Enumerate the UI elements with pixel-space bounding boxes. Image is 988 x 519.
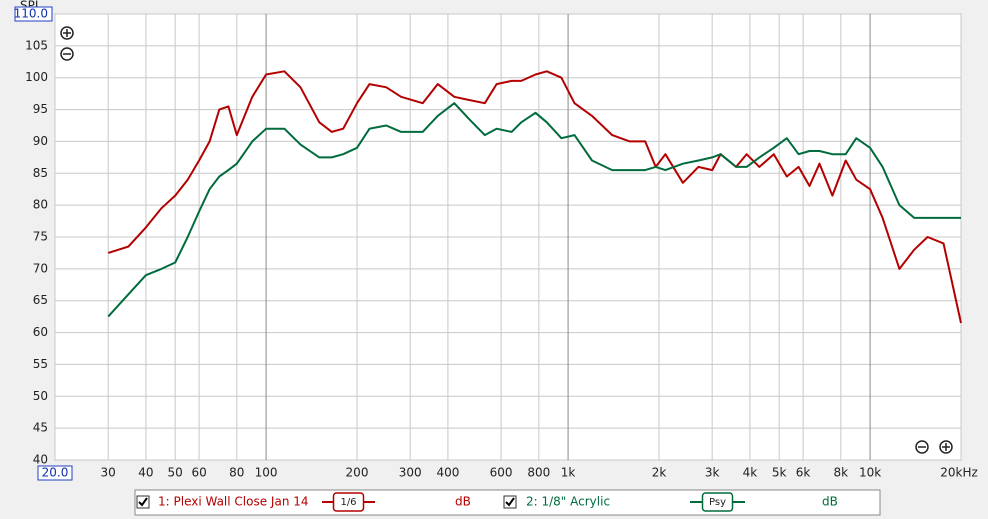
x-tick-label: 60 bbox=[191, 466, 206, 480]
x-limit-box bbox=[37, 465, 73, 481]
smoothing-box bbox=[332, 492, 365, 512]
series-checkbox[interactable] bbox=[503, 495, 517, 509]
y-tick-label: 90 bbox=[33, 134, 48, 148]
x-tick-label: 4k bbox=[743, 466, 758, 480]
y-tick-label: 110.0 bbox=[14, 7, 48, 21]
x-tick-label: 3k bbox=[705, 466, 720, 480]
x-tick-label: 800 bbox=[527, 466, 550, 480]
x-tick-label: 8k bbox=[834, 466, 849, 480]
smoothing-label: 1/6 bbox=[340, 497, 356, 508]
y-tick-label: 40 bbox=[33, 453, 48, 467]
series-checkbox[interactable] bbox=[136, 495, 150, 509]
y-tick-label: 80 bbox=[33, 198, 48, 212]
legend: 1: Plexi Wall Close Jan 14 1/6 dB 2: 1/8" A… bbox=[134, 489, 881, 516]
legend-label: 2: 1/8" Acrylic bbox=[526, 495, 610, 509]
x-tick-label: 1k bbox=[561, 466, 576, 480]
y-tick-label: 85 bbox=[33, 166, 48, 180]
y-tick-label: 70 bbox=[33, 261, 48, 275]
x-tick-label: 50 bbox=[168, 466, 183, 480]
y-tick-label: 45 bbox=[33, 421, 48, 435]
y-tick-label: 55 bbox=[33, 357, 48, 371]
x-tick-label: 20.0 bbox=[42, 466, 69, 480]
legend-unit: dB bbox=[455, 495, 471, 509]
y-tick-label: 65 bbox=[33, 293, 48, 307]
legend-unit: dB bbox=[822, 495, 838, 509]
x-tick-label: 30 bbox=[101, 466, 116, 480]
zoom-controls[interactable] bbox=[60, 26, 953, 454]
checkmark bbox=[505, 497, 515, 507]
y-tick-label: 75 bbox=[33, 230, 48, 244]
x-tick-label: 2k bbox=[652, 466, 667, 480]
smoothing-box bbox=[701, 492, 734, 512]
x-tick-label: 5k bbox=[772, 466, 787, 480]
x-tick-label: 600 bbox=[490, 466, 513, 480]
y-tick-label: 50 bbox=[33, 389, 48, 403]
series-line bbox=[107, 102, 961, 318]
checkmark bbox=[138, 497, 148, 507]
y-tick-label: 95 bbox=[33, 102, 48, 116]
x-tick-label: 80 bbox=[229, 466, 244, 480]
smoothing-label: Psy bbox=[709, 497, 726, 508]
x-tick-label: 400 bbox=[436, 466, 459, 480]
y-tick-label: 105 bbox=[25, 38, 48, 52]
x-tick-label: 100 bbox=[255, 466, 278, 480]
x-tick-label: 6k bbox=[796, 466, 811, 480]
y-limit-box bbox=[14, 6, 53, 22]
x-tick-label: 300 bbox=[399, 466, 422, 480]
y-tick-label: 60 bbox=[33, 325, 48, 339]
y-tick-label: 100 bbox=[25, 70, 48, 84]
x-tick-label: 10k bbox=[859, 466, 881, 480]
x-tick-label: 20kHz bbox=[940, 466, 978, 480]
series-line bbox=[107, 70, 962, 324]
legend-label: 1: Plexi Wall Close Jan 14 bbox=[158, 495, 309, 509]
x-tick-label: 200 bbox=[346, 466, 369, 480]
x-tick-label: 40 bbox=[138, 466, 153, 480]
